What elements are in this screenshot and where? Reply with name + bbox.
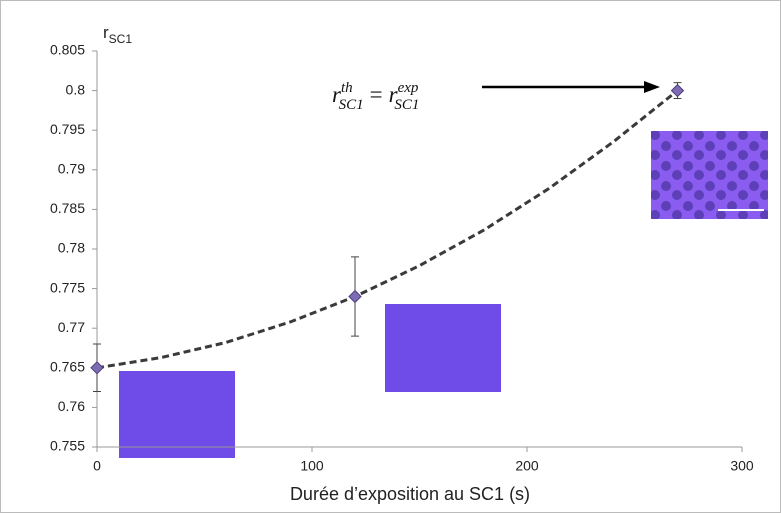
y-tick-label: 0.785 <box>50 200 85 216</box>
marker <box>348 289 362 304</box>
marker <box>90 361 104 375</box>
y-tick-label: 0.775 <box>50 279 85 295</box>
trendline <box>96 89 679 370</box>
x-axis-label: Durée d’exposition au SC1 (s) <box>290 484 530 504</box>
inset-image <box>385 304 501 392</box>
y-tick-label: 0.795 <box>50 121 85 137</box>
y-tick-label: 0.77 <box>58 319 85 335</box>
y-label-sub: SC1 <box>109 32 133 46</box>
ann-sub: SC1 <box>339 97 364 113</box>
ann-eq: = <box>370 82 383 107</box>
y-tick-label: 0.765 <box>50 359 85 375</box>
inset-image <box>119 371 235 458</box>
ann-sub: SC1 <box>394 97 419 113</box>
y-tick-label: 0.78 <box>58 240 85 256</box>
x-tick-label: 0 <box>93 458 101 474</box>
annotation: rth SC1 = rexp SC1 <box>332 80 419 113</box>
y-tick-label: 0.76 <box>58 398 85 414</box>
ann-base: r <box>389 82 399 107</box>
ann-base: r <box>332 82 342 107</box>
ann-sup: exp <box>398 80 419 96</box>
y-tick-label: 0.8 <box>66 81 86 97</box>
arrow-head <box>644 81 660 93</box>
x-tick-label: 200 <box>515 458 539 474</box>
y-tick-label: 0.755 <box>50 438 85 454</box>
y-axis-label: rSC1 <box>103 23 132 46</box>
marker <box>670 83 685 98</box>
y-tick-label: 0.79 <box>58 161 85 177</box>
y-label-base: r <box>103 23 109 42</box>
x-tick-label: 100 <box>300 458 324 474</box>
inset-image <box>651 131 768 219</box>
y-tick-label: 0.805 <box>50 42 85 58</box>
x-tick-label: 300 <box>730 458 754 474</box>
ann-sup: th <box>341 80 353 96</box>
